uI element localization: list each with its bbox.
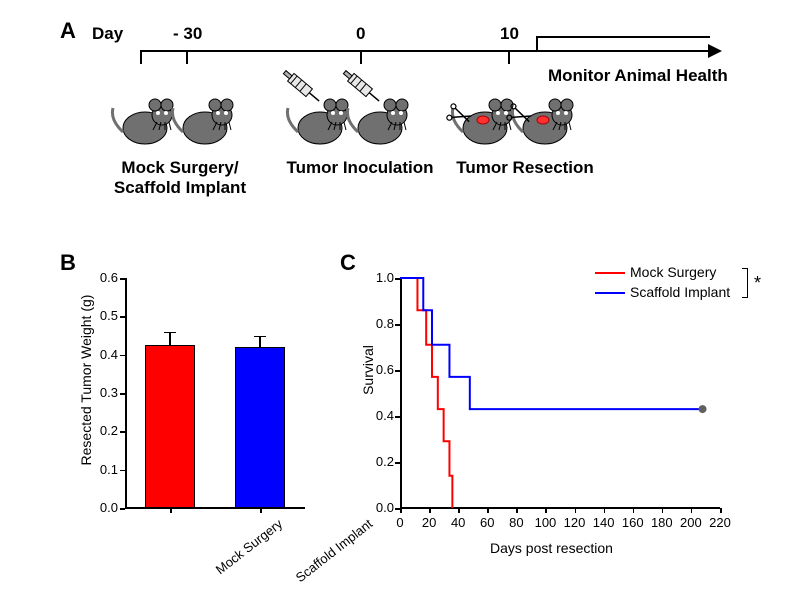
bar [145, 345, 195, 508]
y-tick [120, 393, 125, 395]
x-tick [633, 508, 635, 513]
x-tick-label: 200 [679, 515, 703, 530]
x-tick-label: 0 [388, 515, 412, 530]
timeline-timepoint: - 30 [173, 24, 202, 44]
phase-text: Tumor Inoculation [286, 158, 433, 177]
x-tick-label: 140 [592, 515, 616, 530]
timeline-day-label: Day [92, 24, 123, 44]
legend-line-scaffold [595, 292, 625, 294]
x-tick-label: 80 [504, 515, 528, 530]
y-tick-label: 0.3 [90, 385, 118, 400]
y-tick [120, 470, 125, 472]
x-tick [487, 508, 489, 513]
y-tick-label: 0.0 [368, 500, 394, 515]
y-tick [120, 355, 125, 357]
x-tick [400, 508, 402, 513]
phase-label: Tumor Inoculation [270, 158, 450, 178]
timeline-branch [536, 36, 710, 38]
x-tick-label: 100 [533, 515, 557, 530]
phase-text: Mock Surgery/ [121, 158, 238, 177]
x-tick-label: 160 [621, 515, 645, 530]
y-tick-label: 0.5 [90, 308, 118, 323]
y-tick [395, 278, 400, 280]
x-tick-label: 60 [475, 515, 499, 530]
x-category-label: Scaffold Implant [279, 516, 375, 596]
censor-marker [699, 405, 707, 413]
phase-label: Tumor Resection [440, 158, 610, 178]
y-axis-label: Resected Tumor Weight (g) [78, 270, 94, 490]
x-tick-label: 20 [417, 515, 441, 530]
y-tick [120, 316, 125, 318]
x-tick [720, 508, 722, 513]
panel-b-label: B [60, 250, 76, 276]
x-tick [575, 508, 577, 513]
y-tick [120, 508, 125, 510]
x-tick [458, 508, 460, 513]
legend-text-mock: Mock Surgery [630, 264, 716, 280]
error-cap [164, 332, 176, 334]
y-tick [120, 278, 125, 280]
y-tick-label: 0.2 [368, 454, 394, 469]
x-axis-label: Days post resection [490, 540, 613, 556]
x-tick [662, 508, 664, 513]
timeline-tick [508, 50, 510, 64]
x-category-label: Mock Surgery [189, 516, 285, 596]
x-tick-label: 40 [446, 515, 470, 530]
x-tick [604, 508, 606, 513]
panel-a-label: A [60, 18, 76, 44]
syringe-icon [270, 55, 330, 115]
bar-chart: 0.00.10.20.30.40.50.6Mock SurgeryScaffol… [125, 278, 305, 508]
y-tick-label: 0.2 [90, 423, 118, 438]
error-bar [169, 332, 171, 345]
bar [235, 347, 285, 508]
y-tick [395, 462, 400, 464]
survival-line [400, 278, 452, 508]
y-tick-label: 0.4 [90, 347, 118, 362]
timeline-arrow-icon [708, 44, 722, 58]
x-tick [516, 508, 518, 513]
legend-line-mock [595, 272, 625, 274]
x-tick [691, 508, 693, 513]
legend-text-scaffold: Scaffold Implant [630, 284, 730, 300]
error-bar [259, 336, 261, 348]
x-tick [429, 508, 431, 513]
y-tick-label: 0.1 [90, 462, 118, 477]
y-tick-label: 1.0 [368, 270, 394, 285]
survival-lines [400, 278, 720, 508]
x-tick [545, 508, 547, 513]
y-tick [395, 370, 400, 372]
y-tick [395, 416, 400, 418]
y-axis [125, 278, 127, 508]
survival-chart: 0.00.20.40.60.81.00204060801001201401601… [400, 278, 720, 508]
y-tick-label: 0.0 [90, 500, 118, 515]
error-cap [254, 336, 266, 338]
timeline-axis [140, 50, 710, 52]
phase-label: Mock Surgery/ Scaffold Implant [100, 158, 260, 198]
x-tick-label: 220 [708, 515, 732, 530]
y-tick-label: 0.6 [90, 270, 118, 285]
timeline-up-tick [536, 36, 538, 50]
panel-c-label: C [340, 250, 356, 276]
timeline-timepoint: 10 [500, 24, 519, 44]
phase-text: Tumor Resection [456, 158, 594, 177]
timeline-timepoint: 0 [356, 24, 365, 44]
y-axis-label: Survival [360, 320, 376, 420]
y-tick [120, 431, 125, 433]
mouse-icon [165, 90, 235, 150]
x-tick-label: 120 [563, 515, 587, 530]
figure-root: A Day - 30 0 10 Monitor Animal Health [0, 0, 800, 612]
timeline-tick [140, 50, 142, 64]
timeline-tick [186, 50, 188, 64]
mouse-icon [505, 90, 575, 150]
phase-text: Scaffold Implant [114, 178, 246, 197]
syringe-icon [330, 55, 390, 115]
x-tick [260, 508, 262, 513]
x-tick [170, 508, 172, 513]
sig-star: * [754, 273, 761, 294]
monitor-label: Monitor Animal Health [548, 66, 728, 86]
x-tick-label: 180 [650, 515, 674, 530]
y-tick [395, 324, 400, 326]
sig-bracket [742, 268, 748, 298]
